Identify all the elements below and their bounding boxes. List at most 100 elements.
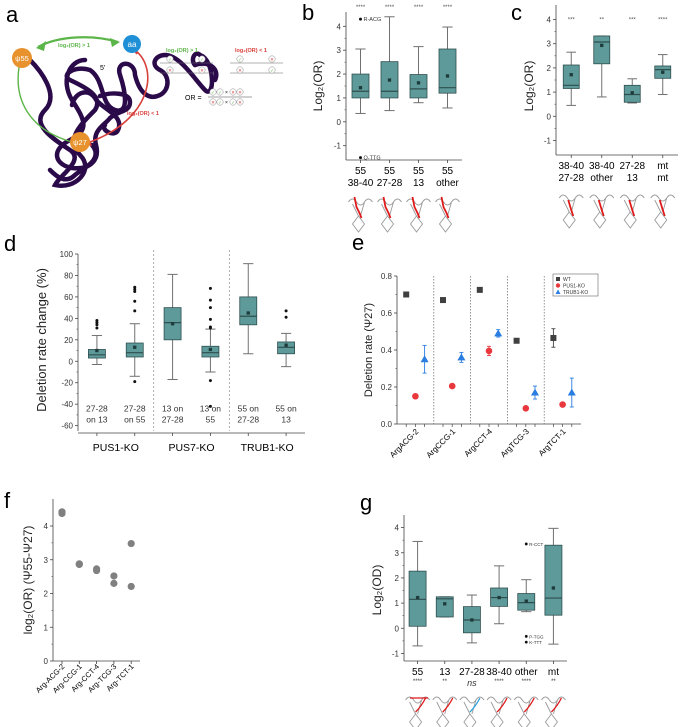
- check-glyph: ✓: [218, 100, 222, 105]
- significance-label: ****: [356, 5, 366, 11]
- y-tick-label: 4: [44, 522, 49, 531]
- trna-structure-icon: [377, 198, 402, 233]
- box-iqr: [239, 296, 258, 326]
- trna-interaction-arrow: [415, 697, 427, 713]
- outlier-point: [524, 634, 528, 638]
- x-tick-label: ArgCCT-4: [463, 427, 495, 459]
- pus1-ko-point: [522, 404, 530, 412]
- cross-glyph: ✕: [200, 68, 204, 73]
- trna-interaction-arrow: [523, 697, 535, 713]
- x-tick-label: mt: [657, 161, 668, 172]
- scatter-point: [93, 566, 101, 575]
- scatter-point: [127, 539, 135, 548]
- panel-label-g: g: [360, 490, 372, 515]
- trna-strand: [27, 51, 215, 189]
- trub1-ko-point: [531, 388, 539, 396]
- box-iqr: [593, 35, 611, 65]
- check-glyph: ✓: [218, 90, 222, 95]
- significance-label: ****: [494, 679, 504, 685]
- pus1-ko-point: [448, 382, 456, 390]
- box-mean-marker: [661, 70, 665, 74]
- outlier-label: K-TTT: [529, 640, 542, 645]
- times-sign: ×: [225, 90, 228, 96]
- trna-structure-icon: [486, 696, 512, 727]
- trna-highlight: [658, 199, 666, 217]
- outlier-label: R-ACG: [364, 17, 382, 23]
- y-tick-label: 0: [69, 357, 74, 366]
- y-tick-label: 1: [337, 94, 342, 103]
- y-axis-label-d: Deletion rate change (%): [34, 268, 49, 412]
- box-mean-marker: [284, 343, 288, 347]
- trna-structure-icon: [348, 198, 373, 233]
- y-tick-label: 3: [395, 549, 400, 558]
- check-icon: [236, 55, 244, 63]
- box-mean-marker: [246, 311, 250, 315]
- outlier-point: [95, 323, 99, 327]
- cross-icon: [166, 66, 174, 74]
- y-tick-label: 1: [547, 88, 552, 97]
- y-tick-label: 2: [547, 64, 552, 73]
- panel-label-a: a: [6, 2, 19, 27]
- trub1-ko-point: [567, 388, 576, 396]
- x-tick-label: ArgCCG-1: [425, 427, 458, 460]
- box-mean-marker: [95, 348, 99, 353]
- category-label: 13: [281, 414, 291, 424]
- trna-structure-icon: [406, 198, 431, 233]
- significance-label: ***: [629, 18, 637, 24]
- y-tick-label: 0.8: [381, 272, 393, 281]
- panel-label-b: b: [302, 0, 314, 25]
- category-label: 27-28: [162, 414, 184, 424]
- trna-highlight: [597, 199, 605, 217]
- panel-g-chart: -101234Log₂(OD)55****13**27-28ns38-40***…: [370, 515, 567, 727]
- outlier-point: [133, 309, 137, 313]
- outlier-point: [359, 17, 362, 21]
- wt-point: [403, 291, 410, 298]
- five-prime-label: 5': [100, 65, 105, 72]
- trna-highlight: [567, 199, 575, 217]
- or-label: OR =: [185, 95, 202, 102]
- check-glyph: ✓: [168, 57, 172, 62]
- box-mean-marker: [358, 86, 363, 90]
- cross-icon: [236, 88, 244, 96]
- y-tick-label: 0: [395, 624, 400, 633]
- y-tick-label: -60: [61, 422, 73, 431]
- node-psi55: [12, 48, 32, 68]
- trna-interaction-arrow: [496, 697, 508, 713]
- group-label: PUS7-KO: [168, 442, 214, 454]
- outlier-label: R-CCT: [529, 542, 543, 547]
- wt-point: [476, 286, 483, 293]
- category-label: 55 on: [275, 404, 297, 414]
- x-tick-label: 13: [627, 173, 639, 184]
- box-mean-marker: [630, 91, 634, 95]
- scatter-point: [75, 560, 83, 569]
- x-tick-label: 55: [355, 166, 367, 177]
- scatter-point: [110, 572, 118, 580]
- y-tick-label: 3: [547, 40, 552, 49]
- category-label: 55 on: [238, 404, 260, 414]
- cross-glyph: ✕: [238, 100, 242, 105]
- wt-point: [513, 337, 520, 344]
- outlier-point: [133, 287, 137, 291]
- y-tick-label: 4: [395, 524, 400, 533]
- outlier-point: [524, 640, 528, 644]
- y-tick-label: 0.0: [381, 420, 393, 429]
- check-glyph: ✓: [200, 57, 204, 62]
- y-tick-label: 0.6: [381, 309, 393, 318]
- y-tick-label: 1: [44, 623, 49, 632]
- y-tick-label: 2: [337, 70, 342, 79]
- significance-label: ***: [568, 18, 576, 24]
- x-tick-label: ArgACG-2: [388, 427, 421, 460]
- y-tick-label: 60: [64, 293, 73, 302]
- x-tick-label: mt: [548, 667, 559, 678]
- y-tick-label: -1: [334, 142, 342, 151]
- panel-label-f: f: [4, 488, 11, 513]
- box-mean-marker: [551, 586, 556, 590]
- box-mean-marker: [569, 73, 573, 77]
- box-iqr: [562, 64, 580, 89]
- box-iqr: [544, 544, 563, 616]
- box-iqr: [201, 345, 220, 358]
- trna-highlight: [382, 196, 392, 219]
- cross-glyph: ✕: [238, 68, 242, 73]
- panel-b-chart: -101234Log₂(OR)5538-40****5527-28****551…: [311, 5, 462, 233]
